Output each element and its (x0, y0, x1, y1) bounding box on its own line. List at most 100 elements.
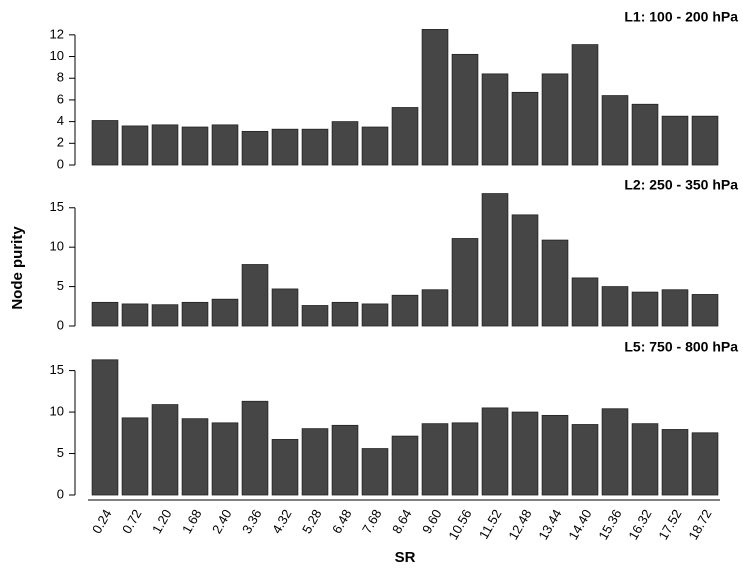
bar (91, 359, 119, 496)
bar (151, 304, 179, 327)
bar (361, 303, 389, 327)
y-tick-label: 10 (50, 403, 64, 418)
y-tick-label: 2 (57, 135, 64, 150)
y-tick-label: 10 (50, 239, 64, 254)
y-tick-label: 8 (57, 70, 64, 85)
bar (541, 239, 569, 327)
bar (151, 124, 179, 166)
bar (361, 448, 389, 496)
bar (151, 404, 179, 496)
bar (601, 286, 629, 327)
bar (481, 407, 509, 496)
x-tick-label: 0.24 (89, 507, 115, 536)
bar (271, 128, 299, 166)
bar (571, 424, 599, 496)
x-tick-label: 1.68 (179, 507, 205, 536)
bar (241, 130, 269, 166)
bar (691, 432, 719, 496)
bar (481, 73, 509, 166)
panel-title: L2: 250 - 350 hPa (624, 177, 738, 193)
y-tick-label: 0 (57, 486, 64, 501)
bar (91, 120, 119, 166)
bar (391, 435, 419, 496)
y-tick-label: 12 (50, 26, 64, 41)
bar (241, 264, 269, 327)
x-tick-label: 8.64 (389, 507, 415, 536)
bar (691, 115, 719, 166)
bar (511, 214, 539, 327)
panel-title: L1: 100 - 200 hPa (624, 9, 738, 25)
bar (121, 303, 149, 327)
bar (661, 289, 689, 327)
bar (301, 428, 329, 496)
y-tick-label: 4 (57, 113, 64, 128)
bar (511, 91, 539, 166)
x-tick-label: 9.60 (419, 507, 445, 536)
x-tick-label: 1.20 (149, 507, 175, 536)
bar (481, 193, 509, 327)
y-tick-label: 6 (57, 91, 64, 106)
y-tick-label: 5 (57, 278, 64, 293)
bar (121, 125, 149, 166)
bar (211, 298, 239, 327)
bar (541, 73, 569, 166)
x-tick-label: 14.40 (565, 507, 594, 543)
bar (301, 128, 329, 166)
bar (571, 44, 599, 166)
bar (391, 294, 419, 327)
x-tick-label: 7.68 (359, 507, 385, 536)
y-tick-label: 0 (57, 156, 64, 171)
panel-title: L5: 750 - 800 hPa (624, 339, 738, 355)
bar (571, 277, 599, 327)
bar (421, 29, 449, 166)
bar (661, 429, 689, 496)
bar (601, 95, 629, 166)
bar (601, 408, 629, 496)
y-tick-label: 15 (50, 362, 64, 377)
y-axis-label: Node purity (9, 226, 26, 310)
x-tick-label: 17.52 (655, 507, 684, 543)
bar (451, 53, 479, 166)
bar (211, 124, 239, 166)
bar (421, 289, 449, 327)
x-tick-label: 5.28 (299, 507, 325, 536)
x-axis-label: SR (395, 549, 416, 566)
y-tick-label: 0 (57, 317, 64, 332)
bar (121, 417, 149, 496)
bar (181, 418, 209, 496)
x-tick-label: 0.72 (119, 507, 145, 536)
bar (391, 107, 419, 166)
bar (361, 126, 389, 166)
x-tick-label: 15.36 (595, 507, 624, 543)
x-tick-label: 11.52 (476, 507, 505, 542)
y-tick-label: 10 (50, 48, 64, 63)
bar (271, 439, 299, 496)
bar (511, 411, 539, 496)
bar (451, 238, 479, 327)
x-tick-label: 4.32 (269, 507, 295, 536)
bar (631, 423, 659, 496)
bar (541, 414, 569, 496)
bar (301, 305, 329, 327)
x-tick-label: 10.56 (445, 507, 474, 543)
y-tick-label: 5 (57, 445, 64, 460)
bar (451, 422, 479, 496)
bar (661, 115, 689, 166)
bar (91, 301, 119, 327)
bar (241, 400, 269, 496)
bar (331, 301, 359, 327)
x-tick-label: 2.40 (209, 507, 235, 536)
bar (331, 121, 359, 166)
bar (691, 294, 719, 327)
x-tick-label: 3.36 (239, 507, 265, 536)
x-tick-label: 6.48 (329, 507, 355, 536)
y-tick-label: 15 (50, 199, 64, 214)
x-tick-label: 18.72 (685, 507, 714, 543)
bar (211, 422, 239, 496)
x-tick-label: 13.44 (535, 507, 564, 543)
bar (631, 103, 659, 166)
bar (421, 423, 449, 496)
bar (271, 288, 299, 327)
x-tick-label: 12.48 (505, 507, 534, 543)
